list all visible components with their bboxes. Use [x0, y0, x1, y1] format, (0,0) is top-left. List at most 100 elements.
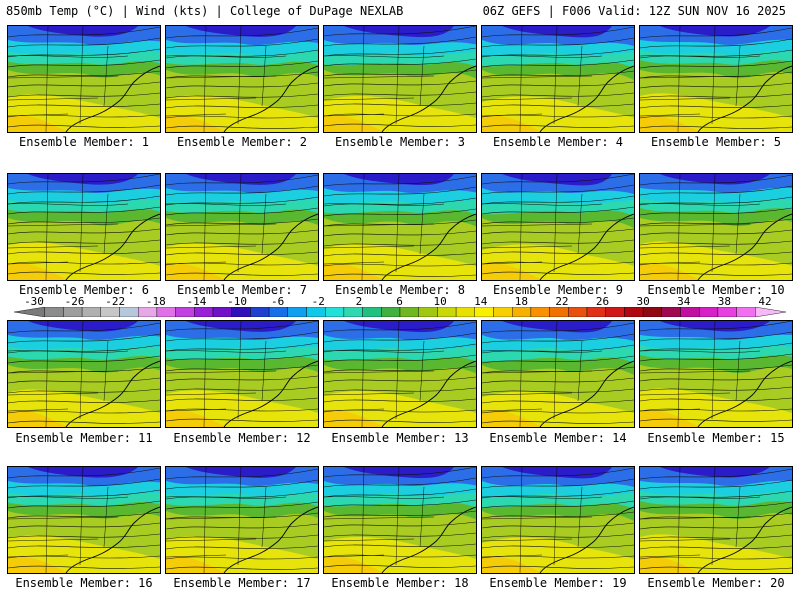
member-caption-10: Ensemble Member: 10	[647, 283, 785, 297]
member-caption-12: Ensemble Member: 12	[173, 431, 311, 445]
colorbar-swatch	[287, 307, 307, 317]
member-panel-17	[165, 466, 319, 574]
colorbar-swatch	[736, 307, 756, 317]
member-caption-7: Ensemble Member: 7	[176, 283, 308, 297]
temperature-map	[324, 174, 476, 280]
colorbar-label: 10	[433, 295, 447, 308]
colorbar-swatches	[14, 307, 786, 317]
colorbar-label: -6	[271, 295, 285, 308]
temperature-map	[324, 26, 476, 132]
colorbar-swatch	[418, 307, 438, 317]
member-caption-13: Ensemble Member: 13	[331, 431, 469, 445]
member-panel-12	[165, 320, 319, 428]
colorbar-swatch	[362, 307, 382, 317]
member-panel-2	[165, 25, 319, 133]
member-caption-17: Ensemble Member: 17	[173, 576, 311, 590]
member-caption-8: Ensemble Member: 8	[334, 283, 466, 297]
colorbar-swatch	[81, 307, 101, 317]
colorbar-swatch	[717, 307, 737, 317]
temperature-map	[324, 467, 476, 573]
colorbar-label: 14	[474, 295, 488, 308]
temperature-map	[166, 321, 318, 427]
valid-time: 06Z GEFS | F006 Valid: 12Z SUN NOV 16 20…	[482, 4, 786, 18]
temperature-colorbar	[14, 307, 786, 317]
colorbar-swatch	[568, 307, 588, 317]
colorbar-label: 38	[717, 295, 731, 308]
member-panel-10	[639, 173, 793, 281]
colorbar-swatch	[14, 307, 45, 317]
member-panel-13	[323, 320, 477, 428]
temperature-map	[482, 26, 634, 132]
member-panel-7	[165, 173, 319, 281]
temperature-map	[166, 467, 318, 573]
temperature-map	[640, 321, 792, 427]
member-panel-1	[7, 25, 161, 133]
member-caption-14: Ensemble Member: 14	[489, 431, 627, 445]
colorbar-swatch	[175, 307, 195, 317]
colorbar-swatch	[474, 307, 494, 317]
temperature-map	[8, 174, 160, 280]
colorbar-swatch	[605, 307, 625, 317]
colorbar-swatch	[268, 307, 289, 317]
colorbar-swatch	[437, 307, 457, 317]
colorbar-swatch	[680, 307, 700, 317]
colorbar-swatch	[399, 307, 419, 317]
member-panel-15	[639, 320, 793, 428]
member-caption-15: Ensemble Member: 15	[647, 431, 785, 445]
colorbar-label: 6	[396, 295, 403, 308]
colorbar-swatch	[231, 307, 251, 317]
colorbar-swatch	[343, 307, 363, 317]
member-caption-11: Ensemble Member: 11	[15, 431, 153, 445]
colorbar-label: -10	[227, 295, 247, 308]
member-caption-3: Ensemble Member: 3	[334, 135, 466, 149]
colorbar-swatch	[194, 307, 214, 317]
map-header: 850mb Temp (°C) | Wind (kts) | College o…	[0, 0, 800, 22]
colorbar-label: -26	[64, 295, 85, 308]
temperature-map	[482, 174, 634, 280]
colorbar-swatch	[586, 307, 606, 317]
temperature-map	[166, 174, 318, 280]
colorbar-label: 34	[677, 295, 691, 308]
member-panel-14	[481, 320, 635, 428]
temperature-map	[8, 467, 160, 573]
member-panel-9	[481, 173, 635, 281]
colorbar-label: 2	[355, 295, 363, 308]
member-caption-2: Ensemble Member: 2	[176, 135, 308, 149]
colorbar-swatch	[549, 307, 569, 317]
temperature-map	[324, 321, 476, 427]
colorbar-label: 18	[514, 295, 528, 308]
temperature-map	[640, 26, 792, 132]
colorbar-label: -22	[105, 295, 126, 308]
member-caption-6: Ensemble Member: 6	[18, 283, 150, 297]
colorbar-label: 30	[636, 295, 650, 308]
member-caption-1: Ensemble Member: 1	[18, 135, 150, 149]
colorbar-swatch	[306, 307, 326, 317]
temperature-map	[640, 467, 792, 573]
colorbar-swatch	[661, 307, 681, 317]
temperature-map	[166, 26, 318, 132]
colorbar-swatch	[493, 307, 513, 317]
colorbar-label: -18	[145, 295, 166, 308]
member-caption-5: Ensemble Member: 5	[650, 135, 782, 149]
colorbar-label: 22	[555, 295, 569, 308]
colorbar-swatch	[642, 307, 662, 317]
colorbar-swatch	[325, 307, 345, 317]
member-panel-18	[323, 466, 477, 574]
member-panel-11	[7, 320, 161, 428]
colorbar-label: -2	[311, 295, 325, 308]
member-caption-18: Ensemble Member: 18	[331, 576, 469, 590]
member-caption-4: Ensemble Member: 4	[492, 135, 624, 149]
colorbar-label: 42	[758, 295, 772, 308]
temperature-map	[482, 321, 634, 427]
member-panel-4	[481, 25, 635, 133]
colorbar-swatch	[250, 307, 270, 317]
member-panel-20	[639, 466, 793, 574]
colorbar-swatch	[455, 307, 476, 317]
colorbar-labels: -30 -26 -22 -18 -14 -10 -6 -2 2 6 10 14 18 22 26 30 34 38…	[0, 296, 800, 308]
member-caption-16: Ensemble Member: 16	[15, 576, 153, 590]
member-panel-3	[323, 25, 477, 133]
member-panel-5	[639, 25, 793, 133]
colorbar-swatch	[119, 307, 139, 317]
colorbar-swatch	[624, 307, 644, 317]
colorbar-swatch	[137, 307, 158, 317]
